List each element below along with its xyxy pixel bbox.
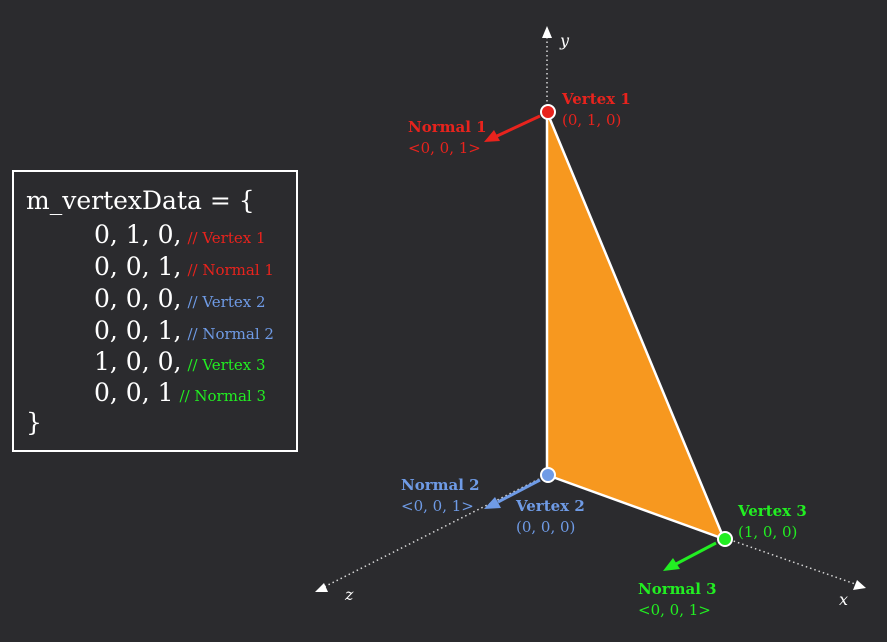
vertex-2-coords: (0, 0, 0): [516, 518, 575, 536]
x-axis-label: x: [839, 590, 848, 609]
y-axis-label: y: [559, 31, 570, 50]
vertex-1-coords: (0, 1, 0): [562, 111, 621, 129]
code-comment: // Vertex 2: [187, 293, 266, 311]
code-comment: // Vertex 1: [187, 229, 266, 247]
vertex-2-title: Vertex 2: [515, 497, 585, 515]
normal-1-vector: <0, 0, 1>: [408, 139, 481, 157]
code-line-2: 0, 0, 1, // Normal 1: [94, 252, 274, 285]
normal-2-arrow: [484, 478, 541, 509]
z-axis: [321, 474, 548, 589]
code-values: 0, 0, 1,: [94, 316, 182, 345]
code-line-1: 0, 1, 0, // Vertex 1: [94, 220, 266, 253]
normal-3-label: Normal 3 <0, 0, 1>: [638, 580, 717, 619]
code-comment: // Normal 2: [187, 325, 274, 343]
code-close-line: }: [26, 408, 42, 437]
normal-2-title: Normal 2: [401, 476, 480, 494]
vertex-2-label: Vertex 2 (0, 0, 0): [515, 497, 585, 536]
normal-1-arrow: [484, 114, 541, 142]
z-axis-label: z: [344, 585, 354, 604]
normal-2-vector: <0, 0, 1>: [401, 497, 474, 515]
code-values: 0, 0, 0,: [94, 284, 182, 313]
y-axis-arrowhead: [542, 26, 552, 38]
code-line-5: 1, 0, 0, // Vertex 3: [94, 347, 266, 380]
code-values: 0, 1, 0,: [94, 220, 182, 249]
vertex-data-code-box: m_vertexData = { 0, 1, 0, // Vertex 1 0, …: [12, 170, 298, 452]
vertex-3-dot: [717, 531, 733, 547]
vertex-2-dot: [540, 467, 556, 483]
vertex-1-label: Vertex 1 (0, 1, 0): [561, 90, 631, 129]
code-line-3: 0, 0, 0, // Vertex 2: [94, 284, 266, 317]
normal-1-label: Normal 1 <0, 0, 1>: [408, 118, 487, 157]
normal-3-arrow: [663, 541, 717, 571]
code-line-6: 0, 0, 1 // Normal 3: [94, 378, 266, 411]
code-open-line: m_vertexData = {: [26, 186, 255, 215]
triangle-face: [545, 110, 726, 541]
z-axis-arrowhead: [315, 583, 328, 592]
vertex-3-label: Vertex 3 (1, 0, 0): [737, 502, 807, 541]
vertex-1-dot: [540, 104, 556, 120]
code-comment: // Vertex 3: [187, 356, 266, 374]
code-values: 1, 0, 0,: [94, 347, 182, 376]
code-values: 0, 0, 1,: [94, 252, 182, 281]
vertex-1-title: Vertex 1: [561, 90, 631, 108]
normal-2-label: Normal 2 <0, 0, 1>: [401, 476, 480, 515]
code-line-4: 0, 0, 1, // Normal 2: [94, 316, 274, 349]
vertex-3-title: Vertex 3: [737, 502, 807, 520]
normal-3-title: Normal 3: [638, 580, 717, 598]
code-comment: // Normal 3: [179, 387, 266, 405]
vertex-3-coords: (1, 0, 0): [738, 523, 797, 541]
code-comment: // Normal 1: [187, 261, 274, 279]
normal-1-title: Normal 1: [408, 118, 487, 136]
code-values: 0, 0, 1: [94, 378, 174, 407]
x-axis-arrowhead: [853, 580, 866, 590]
normal-3-vector: <0, 0, 1>: [638, 601, 711, 619]
